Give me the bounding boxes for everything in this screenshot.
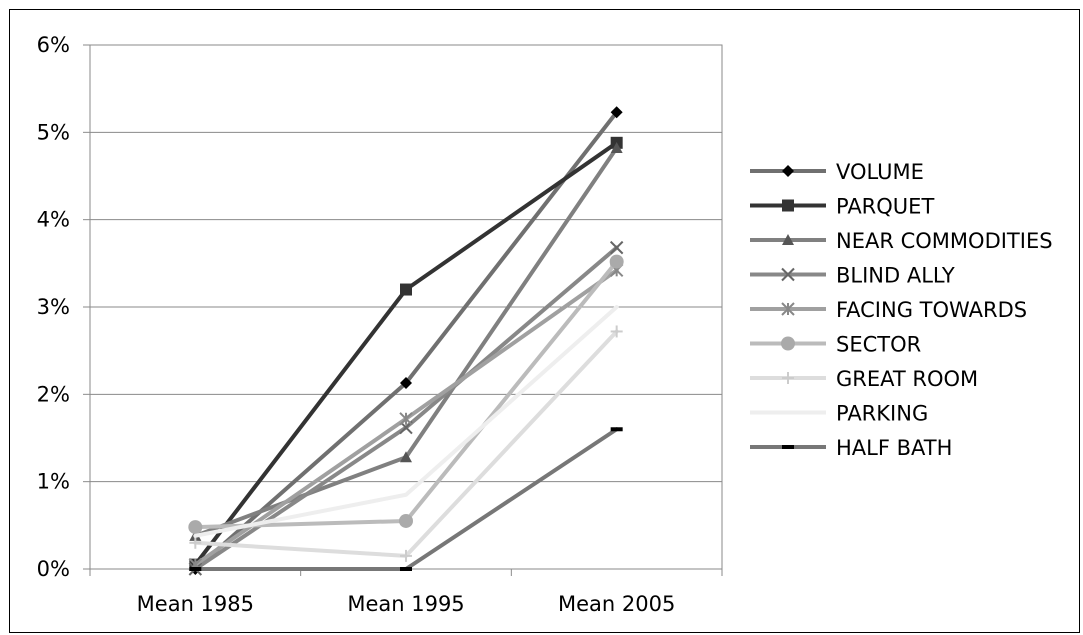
legend-item: PARKING [750,402,928,426]
data-point [400,451,412,463]
data-point [782,199,794,212]
legend-item: SECTOR [750,333,921,357]
y-tick-label: 0% [37,557,70,581]
series-sector [188,254,624,535]
legend-label: FACING TOWARDS [836,298,1027,322]
x-tick-label: Mean 1985 [137,592,254,616]
data-point [400,549,412,562]
y-tick-label: 1% [37,470,70,494]
data-point [781,336,795,351]
series-line [193,305,619,538]
legend-item: FACING TOWARDS [750,298,1027,322]
legend-label: BLIND ALLY [836,264,955,288]
x-tick-label: Mean 2005 [558,592,675,616]
data-point [400,376,412,389]
data-point [782,234,794,245]
data-point [781,267,795,282]
marker-stroke [609,240,624,255]
data-point [782,445,794,449]
legend-label: PARKING [836,402,928,426]
x-tick-label: Mean 1995 [347,592,464,616]
data-point [399,513,413,528]
series-volume [189,106,623,575]
legend-item: VOLUME [750,160,924,184]
legend: VOLUME PARQUET NEAR COMMODITIES BLIND ALLY F… [750,160,1053,460]
series-line [193,140,619,567]
data-point [610,427,623,432]
y-tick-label: 6% [37,33,70,57]
legend-label: NEAR COMMODITIES [836,229,1053,253]
legend-item: GREAT ROOM [750,367,978,391]
legend-item: PARQUET [750,195,934,219]
legend-label: VOLUME [836,160,924,184]
y-axis-ticks: 0% 1% 2% 3% 4% 5% 6% [37,33,70,581]
data-point [609,254,624,269]
y-tick-label: 3% [37,295,70,319]
y-tick-label: 4% [37,208,70,232]
legend-item: HALF BATH [750,436,952,460]
data-point [782,165,794,177]
series-half-bath [189,427,623,571]
legend-label: GREAT ROOM [836,367,978,391]
data-point [781,302,795,316]
data-point [399,412,413,426]
legend-item: NEAR COMMODITIES [750,229,1053,253]
y-tick-label: 2% [37,382,70,406]
legend-label: SECTOR [836,333,921,357]
marker-stroke [781,267,795,282]
data-point [610,142,623,154]
series-parquet [189,136,623,571]
series-parking [193,305,619,538]
series-lines [188,106,624,576]
data-point [782,372,794,384]
data-point [610,325,623,338]
data-point [610,106,623,119]
legend-item: BLIND ALLY [750,264,955,288]
data-point [189,536,202,549]
y-tick-label: 5% [37,120,70,144]
legend-label: HALF BATH [836,436,952,460]
data-point [609,240,624,255]
series-near-commodities [189,142,623,541]
legend-label: PARQUET [836,195,934,219]
x-axis-ticks: Mean 1985 Mean 1995 Mean 2005 [137,592,676,616]
data-point [188,520,203,535]
data-point [400,283,412,296]
series-great-room [189,325,623,562]
data-point [400,567,412,571]
data-point [189,567,202,571]
